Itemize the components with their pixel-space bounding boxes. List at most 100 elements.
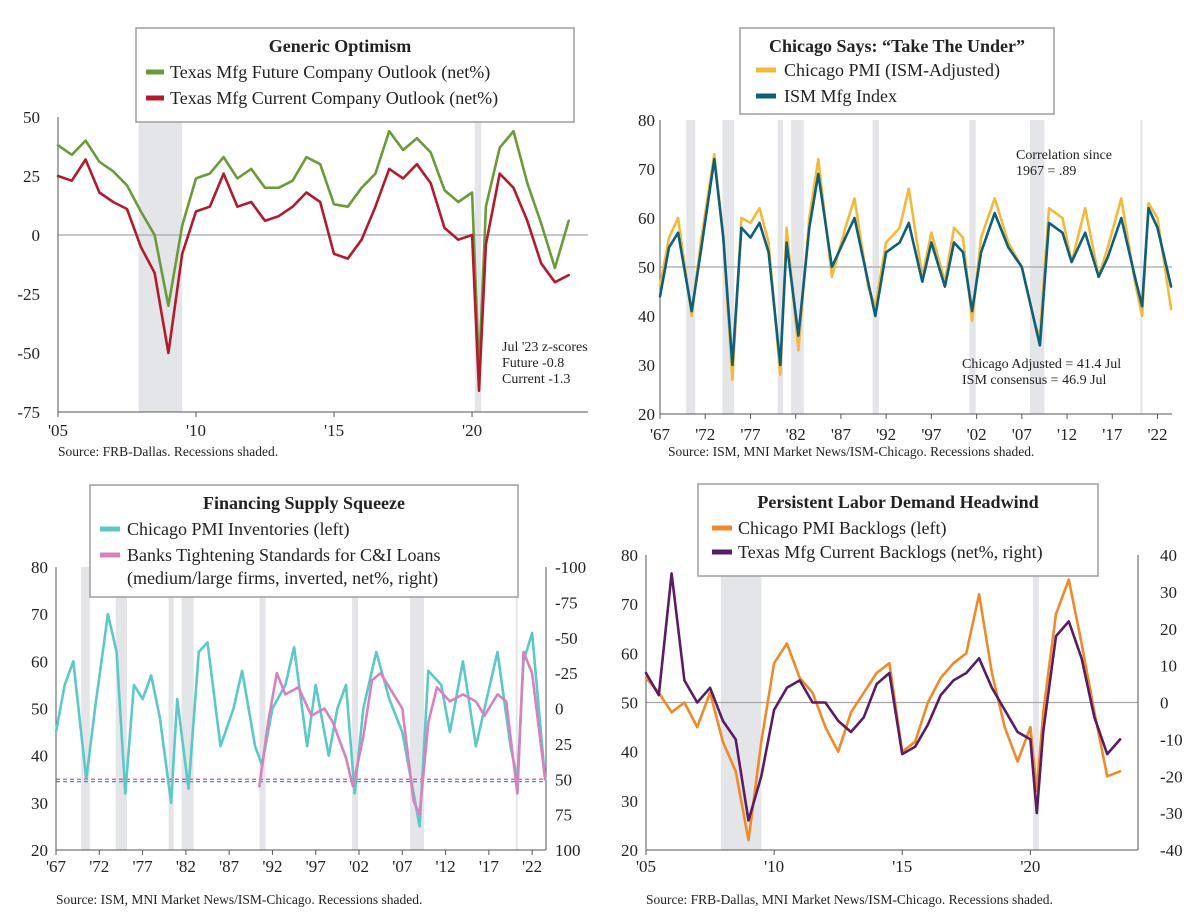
y2-tick-label: -30 bbox=[1160, 804, 1183, 823]
y2-tick-label: -40 bbox=[1160, 841, 1183, 860]
legend-box: Financing Supply Squeeze Chicago PMI Inv… bbox=[89, 484, 519, 598]
series-line bbox=[56, 129, 571, 374]
y-tick-label: 80 bbox=[31, 558, 48, 577]
tick-labels: 80 70 60 50 40 30 20'67 '72 '77 '82 '87 '92 '97 '02 '0… bbox=[638, 111, 1168, 444]
recession-band bbox=[515, 567, 518, 850]
series-lines bbox=[54, 612, 547, 828]
x-tick-label: '20 bbox=[1020, 857, 1040, 876]
series-line bbox=[258, 650, 547, 816]
source-note: Source: ISM, MNI Market News/ISM-Chicago… bbox=[56, 892, 422, 907]
axis-lines bbox=[645, 555, 1139, 851]
series-lines bbox=[644, 572, 1122, 842]
x-tick-label: '07 bbox=[392, 857, 413, 876]
y-tick-label: 25 bbox=[23, 167, 40, 186]
legend-label: Chicago PMI Backlogs (left) bbox=[738, 518, 946, 539]
x-tick-label: '17 bbox=[479, 857, 500, 876]
recession-band bbox=[259, 567, 266, 850]
chart-title: Generic Optimism bbox=[269, 36, 411, 56]
y-tick-label: -75 bbox=[17, 403, 40, 422]
source-note: Source: ISM, MNI Market News/ISM-Chicago… bbox=[668, 444, 1034, 459]
y-tick-label: 60 bbox=[31, 652, 48, 671]
recession-bands bbox=[81, 567, 518, 850]
tick-labels: 80 70 60 50 40 30 20 40 30 20 10 0 -10 -20 -30 -40 '05 '1… bbox=[621, 546, 1183, 876]
legend-box: Chicago Says: “Take The Under” Chicago P… bbox=[739, 27, 1055, 115]
y-tick-label: -50 bbox=[17, 344, 40, 363]
y2-tick-label: 0 bbox=[1160, 694, 1169, 713]
series-line bbox=[644, 578, 1122, 842]
tick-labels: 50 25 0 -25 -50 -75 '05 '10 '15 '20 bbox=[17, 108, 482, 440]
y-tick-label: 40 bbox=[621, 743, 638, 762]
series-line bbox=[658, 153, 1173, 382]
panel-chicago-take-the-under: 80 70 60 50 40 30 20'67 '72 '77 '82 '87 '92 '97 '02 '0… bbox=[638, 27, 1173, 459]
x-tick-label: '15 bbox=[324, 421, 344, 440]
x-tick-label: '17 bbox=[1102, 425, 1123, 444]
tick-labels: 80 70 60 50 40 30 20 -100 -75 -50 -25 0 25 50 75 100 '67… bbox=[31, 558, 586, 876]
y-tick-label: 40 bbox=[31, 747, 48, 766]
axis-lines bbox=[57, 117, 588, 413]
x-tick-label: '82 bbox=[786, 425, 806, 444]
panel-generic-optimism: 50 25 0 -25 -50 -75 '05 '10 '15 '20 Generic Optim… bbox=[17, 27, 588, 459]
y-tick-label: 30 bbox=[31, 794, 48, 813]
x-tick-label: '87 bbox=[831, 425, 852, 444]
series-line bbox=[644, 572, 1122, 822]
series-line bbox=[658, 157, 1173, 367]
y-tick-label: 70 bbox=[621, 595, 638, 614]
y2-tick-label: -25 bbox=[555, 664, 578, 683]
y-tick-label: 20 bbox=[31, 841, 48, 860]
y-tick-label: 50 bbox=[638, 258, 655, 277]
y-tick-label: 20 bbox=[621, 841, 638, 860]
recession-bands bbox=[138, 117, 482, 412]
y-tick-label: 60 bbox=[638, 209, 655, 228]
axis-lines bbox=[659, 120, 1172, 415]
annotation: ISM consensus = 46.9 Jul bbox=[962, 373, 1107, 388]
recession-band bbox=[474, 117, 482, 412]
x-tick-label: '15 bbox=[892, 857, 912, 876]
y-tick-label: 60 bbox=[621, 644, 638, 663]
x-tick-label: '72 bbox=[89, 857, 109, 876]
y2-tick-label: -10 bbox=[1160, 730, 1183, 749]
x-tick-label: '72 bbox=[695, 425, 715, 444]
y-tick-label: 70 bbox=[638, 160, 655, 179]
y-tick-label: 20 bbox=[638, 405, 655, 424]
legend-label: Banks Tightening Standards for C&I Loans bbox=[127, 545, 441, 565]
x-tick-label: '02 bbox=[349, 857, 369, 876]
y2-tick-label: -20 bbox=[1160, 767, 1183, 786]
recession-band bbox=[81, 567, 90, 850]
x-tick-label: '97 bbox=[306, 857, 327, 876]
legend-label: Texas Mfg Current Backlogs (net%, right) bbox=[738, 542, 1043, 563]
legend-label: ISM Mfg Index bbox=[784, 86, 897, 106]
x-tick-label: '82 bbox=[176, 857, 196, 876]
y2-tick-label: 10 bbox=[1160, 657, 1177, 676]
legend-label: Chicago PMI Inventories (left) bbox=[127, 519, 349, 540]
x-tick-label: '02 bbox=[967, 425, 987, 444]
x-tick-label: '92 bbox=[262, 857, 282, 876]
x-tick-label: '12 bbox=[1057, 425, 1077, 444]
recession-band bbox=[181, 567, 194, 850]
y-tick-label: 30 bbox=[621, 792, 638, 811]
y-tick-label: 40 bbox=[638, 307, 655, 326]
y2-tick-label: 25 bbox=[555, 735, 572, 754]
series-line bbox=[56, 158, 571, 393]
y-tick-label: 30 bbox=[638, 356, 655, 375]
y2-tick-label: 100 bbox=[555, 841, 581, 860]
x-tick-label: '07 bbox=[1012, 425, 1033, 444]
y-tick-label: -25 bbox=[17, 285, 40, 304]
annotation: Jul '23 z-scores bbox=[502, 340, 588, 355]
legend-label: Texas Mfg Current Company Outlook (net%) bbox=[170, 88, 498, 109]
y-tick-label: 80 bbox=[638, 111, 655, 130]
x-tick-label: '05 bbox=[48, 421, 68, 440]
x-tick-label: '22 bbox=[522, 857, 542, 876]
y2-tick-label: -75 bbox=[555, 593, 578, 612]
legend-label: Texas Mfg Future Company Outlook (net%) bbox=[170, 62, 490, 83]
x-tick-label: '87 bbox=[219, 857, 240, 876]
x-tick-label: '20 bbox=[462, 421, 482, 440]
y-tick-label: 70 bbox=[31, 605, 48, 624]
panel-persistent-labor-demand-headwind: 80 70 60 50 40 30 20 40 30 20 10 0 -10 -20 -30 -40 '05 '1… bbox=[621, 483, 1183, 907]
x-tick-label: '67 bbox=[650, 425, 671, 444]
series-lines bbox=[56, 129, 571, 393]
x-tick-label: '05 bbox=[636, 857, 656, 876]
x-tick-label: '77 bbox=[133, 857, 154, 876]
x-tick-label: '22 bbox=[1147, 425, 1167, 444]
y-tick-label: 80 bbox=[621, 546, 638, 565]
